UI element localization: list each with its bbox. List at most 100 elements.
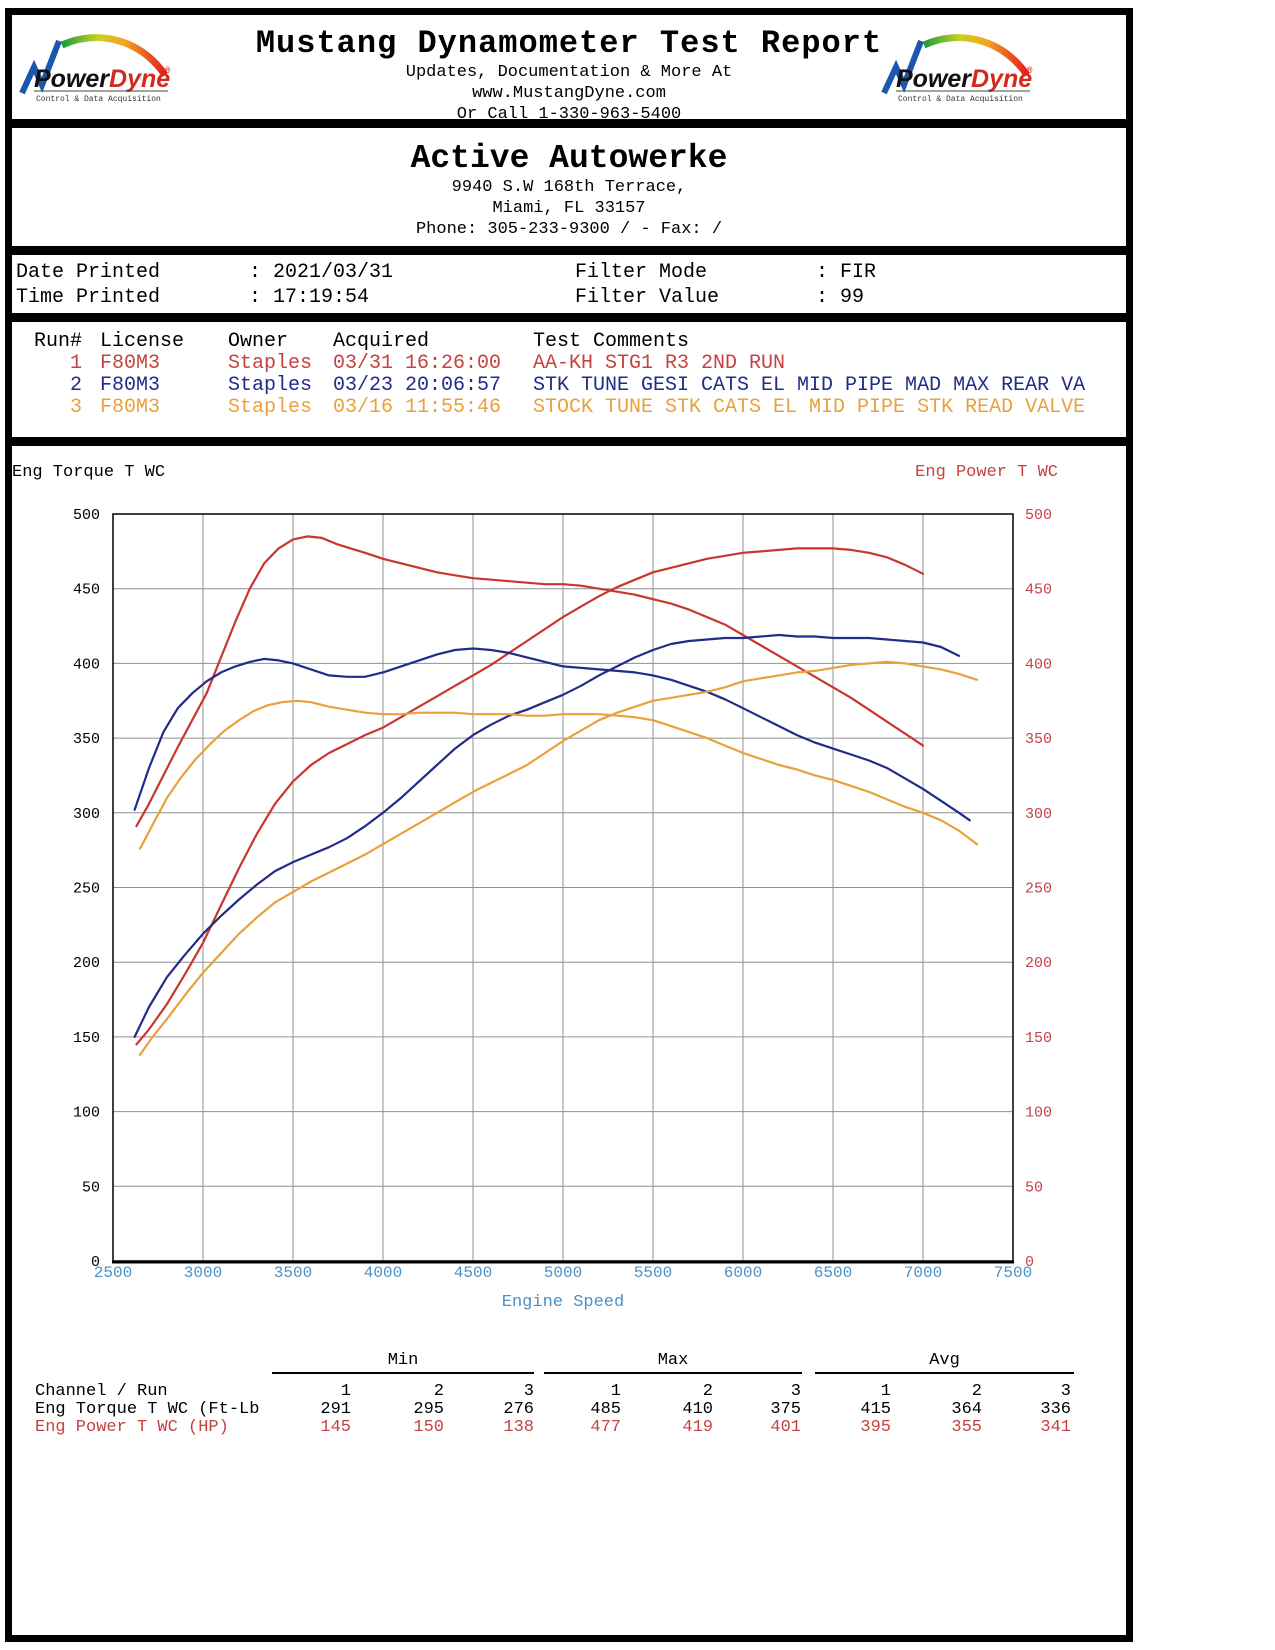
stat-row-label: Channel / Run xyxy=(35,1382,168,1401)
stat-cell: 485 xyxy=(590,1400,621,1419)
stat-cell: 341 xyxy=(1040,1418,1071,1437)
y-right-tick-label: 150 xyxy=(1025,1030,1052,1047)
run-license: F80M3 xyxy=(100,396,161,419)
stat-cell: 145 xyxy=(320,1418,351,1437)
x-tick-label: 4500 xyxy=(454,1264,492,1282)
logo-tagline: Control & Data Acquisition xyxy=(898,95,1023,104)
run-license: F80M3 xyxy=(100,374,161,397)
powerdyne-logo-right: PowerDyne ® Control & Data Acquisition xyxy=(881,34,1033,104)
stat-row-label: Eng Torque T WC (Ft-Lb xyxy=(35,1400,260,1419)
stat-cell: 138 xyxy=(503,1418,534,1437)
registered-mark: ® xyxy=(1027,66,1033,76)
y-left-tick-label: 200 xyxy=(73,955,100,972)
run3-torque-curve xyxy=(138,699,979,850)
runs-header-license: License xyxy=(100,330,185,353)
runs-header-row: Run# License Owner Acquired Test Comment… xyxy=(12,331,1126,353)
print-info-section: Date Printed : 2021/03/31 Time Printed :… xyxy=(12,255,1126,313)
stat-cell: 2 xyxy=(702,1382,713,1401)
y-left-tick-label: 150 xyxy=(73,1030,100,1047)
run1-power-curve xyxy=(135,547,925,1046)
run-owner: Staples xyxy=(228,396,313,419)
run-row: 2 F80M3 Staples 03/23 20:06:57 STK TUNE GESI… xyxy=(12,375,1126,397)
title-block: Mustang Dynamometer Test Report Updates,… xyxy=(12,15,1126,125)
x-tick-label: 6500 xyxy=(814,1264,852,1282)
y-right-tick-label: 500 xyxy=(1025,507,1052,524)
stats-underline-min xyxy=(272,1372,534,1374)
run-comments: STK TUNE GESI CATS EL MID PIPE MAD MAX R… xyxy=(533,374,1086,397)
run2-power-curve xyxy=(133,633,961,1039)
report-subtitle-1: Updates, Documentation & More At xyxy=(405,63,733,82)
stats-group-max: Max xyxy=(657,1351,689,1370)
pulse-icon xyxy=(19,39,62,95)
stats-underline-avg xyxy=(815,1372,1074,1374)
shop-name: Active Autowerke xyxy=(410,140,728,177)
section-divider xyxy=(12,437,1126,446)
stat-cell: 1 xyxy=(880,1382,891,1401)
y-right-tick-label: 200 xyxy=(1025,955,1052,972)
registered-mark: ® xyxy=(165,66,171,76)
runs-header-owner: Owner xyxy=(228,330,289,353)
powerdyne-logo-left: PowerDyne ® Control & Data Acquisition xyxy=(19,34,171,104)
x-tick-label: 4000 xyxy=(364,1264,402,1282)
dyno-chart: 0 0 50 50 100 100 150 150 200 200 250 250 300 300 350 3… xyxy=(12,463,1058,1312)
chart-section: 0 0 50 50 100 100 150 150 200 200 250 250 300 300 350 3… xyxy=(12,446,1126,1650)
date-printed-value: : 2021/03/31 xyxy=(249,261,394,284)
stat-cell: 419 xyxy=(682,1418,713,1437)
y-left-tick-label: 100 xyxy=(73,1105,100,1122)
time-printed-label: Time Printed xyxy=(16,286,161,309)
power-axis-title: Eng Power T WC xyxy=(915,463,1058,482)
stats-group-avg: Avg xyxy=(929,1351,960,1370)
runs-rows: 1 F80M3 Staples 03/31 16:26:00 AA-KH STG1 R3… xyxy=(12,353,1126,419)
section-divider xyxy=(12,246,1126,255)
logo-wordmark: PowerDyne xyxy=(34,65,170,93)
stat-cell: 477 xyxy=(590,1418,621,1437)
shop-address-line2: Miami, FL 33157 xyxy=(492,199,646,218)
shop-section: Active Autowerke 9940 S.W 168th Terrace,… xyxy=(12,128,1126,246)
x-tick-label: 3000 xyxy=(184,1264,222,1282)
run-owner: Staples xyxy=(228,374,313,397)
stat-cell: 401 xyxy=(770,1418,801,1437)
run2-torque-curve xyxy=(133,647,971,822)
section-divider xyxy=(12,119,1126,128)
y-left-tick-label: 350 xyxy=(73,731,100,748)
y-right-tick-label: 100 xyxy=(1025,1105,1052,1122)
stat-cell: 2 xyxy=(433,1382,444,1401)
stat-cell: 276 xyxy=(503,1400,534,1419)
report-subtitle-url: www.MustangDyne.com xyxy=(472,84,666,103)
shop-phone-line: Phone: 305-233-9300 / - Fax: / xyxy=(415,220,723,239)
y-right-tick-label: 50 xyxy=(1025,1179,1043,1196)
stats-channel-run-row: Channel / Run 1 2 3 1 2 3 1 2 3 xyxy=(12,1383,1126,1401)
stats-data-row: Eng Power T WC (HP) 145 150 138 477 419 401 395… xyxy=(12,1419,1126,1437)
run-acquired: 03/31 16:26:00 xyxy=(333,352,502,375)
filter-value-label: Filter Value xyxy=(575,286,720,309)
report-frame: PowerDyne ® Control & Data Acquisition M… xyxy=(5,8,1133,1642)
x-tick-label: 6000 xyxy=(724,1264,762,1282)
y-left-tick-label: 300 xyxy=(73,806,100,823)
run-comments: STOCK TUNE STK CATS EL MID PIPE STK READ… xyxy=(533,396,1086,419)
stat-cell: 336 xyxy=(1040,1400,1071,1419)
y-left-tick-label: 450 xyxy=(73,582,100,599)
y-right-tick-label: 350 xyxy=(1025,731,1052,748)
y-right-tick-label: 400 xyxy=(1025,656,1052,673)
x-tick-label: 5000 xyxy=(544,1264,582,1282)
x-tick-label: 3500 xyxy=(274,1264,312,1282)
stat-cell: 395 xyxy=(860,1418,891,1437)
run-owner: Staples xyxy=(228,352,313,375)
filter-mode-label: Filter Mode xyxy=(575,261,708,284)
stat-cell: 355 xyxy=(951,1418,982,1437)
filter-value-value: : 99 xyxy=(816,286,865,309)
time-printed-value: : 17:19:54 xyxy=(249,286,370,309)
stat-cell: 415 xyxy=(860,1400,891,1419)
y-right-tick-label: 250 xyxy=(1025,881,1052,898)
run-number: 1 xyxy=(69,352,82,375)
y-right-tick-label: 300 xyxy=(1025,806,1052,823)
runs-section: Run# License Owner Acquired Test Comment… xyxy=(12,322,1126,437)
x-axis-title: Engine Speed xyxy=(502,1293,624,1312)
stat-cell: 1 xyxy=(610,1382,621,1401)
stat-cell: 1 xyxy=(340,1382,351,1401)
stat-cell: 410 xyxy=(682,1400,713,1419)
rainbow-arc-icon xyxy=(60,34,168,78)
header-section: PowerDyne ® Control & Data Acquisition M… xyxy=(12,15,1126,124)
run-acquired: 03/23 20:06:57 xyxy=(333,374,502,397)
